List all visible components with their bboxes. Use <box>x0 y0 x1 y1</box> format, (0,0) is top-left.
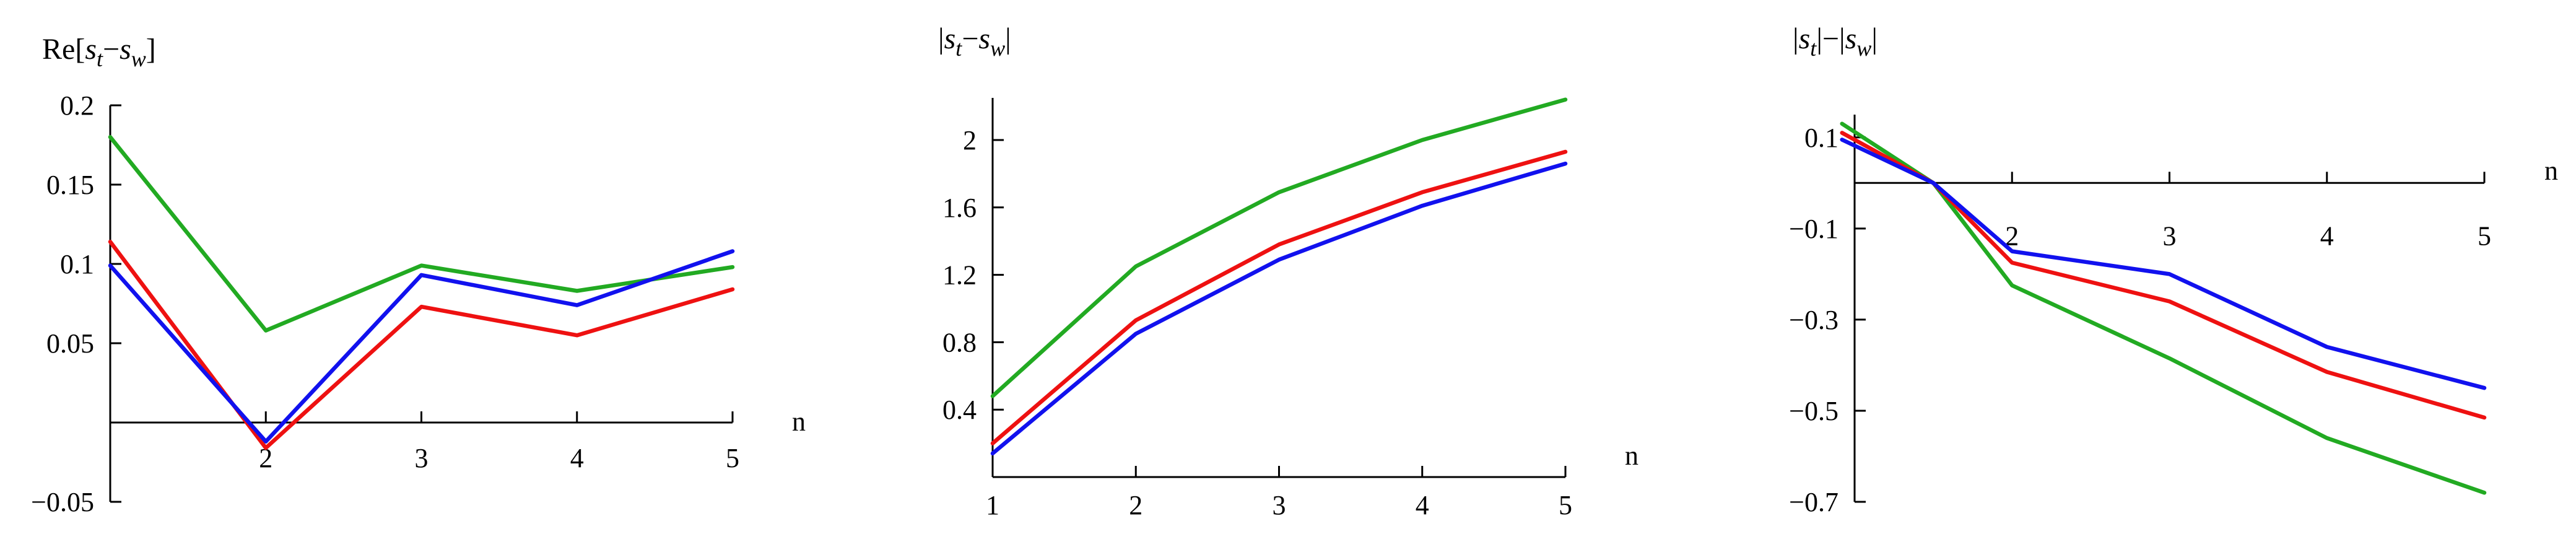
chart-panel-abs-diff: 0.40.81.21.621 2 3 4 5n|st−sw| <box>938 22 1638 520</box>
y-tick-label: 0.2 <box>60 90 94 121</box>
x-axis-label: n <box>792 406 806 437</box>
y-tick-label: 0.8 <box>942 327 977 357</box>
y-axis-label-part: | <box>1871 22 1878 55</box>
y-axis-label-part: | <box>938 22 944 55</box>
series-line <box>1840 138 2487 390</box>
y-axis-label-part: s <box>1845 22 1857 55</box>
x-tick-label: 4 <box>2320 221 2334 251</box>
y-tick-label: −0.5 <box>1789 396 1838 426</box>
y-tick-label: 2 <box>963 125 977 156</box>
y-axis-label-part: Re[ <box>42 33 85 66</box>
y-tick-label: 0.05 <box>46 328 94 359</box>
y-axis-label-part: t <box>955 36 962 61</box>
series-line <box>990 97 1568 398</box>
x-tick-label: 5 <box>1559 490 1572 520</box>
y-tick-label: 0.4 <box>942 395 977 425</box>
x-tick-label: 3 <box>2163 221 2177 251</box>
y-axis-label-part: t <box>1810 36 1817 61</box>
y-axis-label-part: s <box>944 22 956 55</box>
y-axis-label-part: w <box>131 46 146 71</box>
y-axis-label: Re[st−sw] <box>42 33 156 71</box>
y-axis-label-part: w <box>990 36 1005 61</box>
x-tick-label: 1 <box>986 490 999 520</box>
x-tick-label: 4 <box>1416 490 1429 520</box>
series-line <box>108 239 735 450</box>
x-tick-label: 4 <box>570 443 584 473</box>
chart-panel-diff-abs: −0.7−0.5−0.3−0.10.12 3 4 5n|st|−|sw| <box>1789 22 2558 517</box>
y-axis-label: |st−sw| <box>938 22 1011 61</box>
series-line <box>108 134 735 333</box>
y-tick-label: −0.1 <box>1789 214 1838 244</box>
x-tick-label: 3 <box>415 443 429 473</box>
y-tick-label: 0.1 <box>60 249 94 279</box>
y-axis-label-part: s <box>85 33 97 66</box>
y-tick-label: 1.2 <box>942 260 977 291</box>
x-tick-label: 2 <box>259 443 272 473</box>
y-tick-label: −0.7 <box>1789 487 1838 517</box>
y-axis-label-part: s <box>120 33 131 66</box>
x-tick-label: 3 <box>1273 490 1286 520</box>
y-axis-label-part: t <box>97 46 103 71</box>
x-tick-label: 2 <box>2005 221 2019 251</box>
series-line <box>108 249 735 444</box>
x-tick-label: 2 <box>1129 490 1142 520</box>
y-tick-label: 0.1 <box>1804 123 1838 153</box>
y-tick-label: −0.3 <box>1789 305 1838 335</box>
y-axis-label-part: | <box>1005 22 1011 55</box>
x-tick-label: 5 <box>2478 221 2491 251</box>
y-axis-label-part: − <box>103 33 120 66</box>
y-axis-label-part: |−| <box>1816 22 1845 55</box>
y-axis-label-part: s <box>1799 22 1811 55</box>
y-axis-label-part: s <box>978 22 990 55</box>
y-axis-label-part: | <box>1793 22 1799 55</box>
series-line <box>990 149 1568 445</box>
series-line <box>990 161 1568 456</box>
x-axis-label: n <box>2544 156 2558 186</box>
y-axis-label-part: ] <box>146 33 156 66</box>
series-line <box>1840 121 2487 495</box>
y-tick-label: 0.15 <box>46 170 94 200</box>
y-axis-label-part: − <box>962 22 978 55</box>
y-axis-label-part: w <box>1856 36 1871 61</box>
y-axis-label: |st|−|sw| <box>1793 22 1878 61</box>
y-tick-label: −0.05 <box>31 487 94 517</box>
x-axis-label: n <box>1625 440 1638 471</box>
x-tick-label: 5 <box>726 443 739 473</box>
y-tick-label: 1.6 <box>942 193 977 223</box>
